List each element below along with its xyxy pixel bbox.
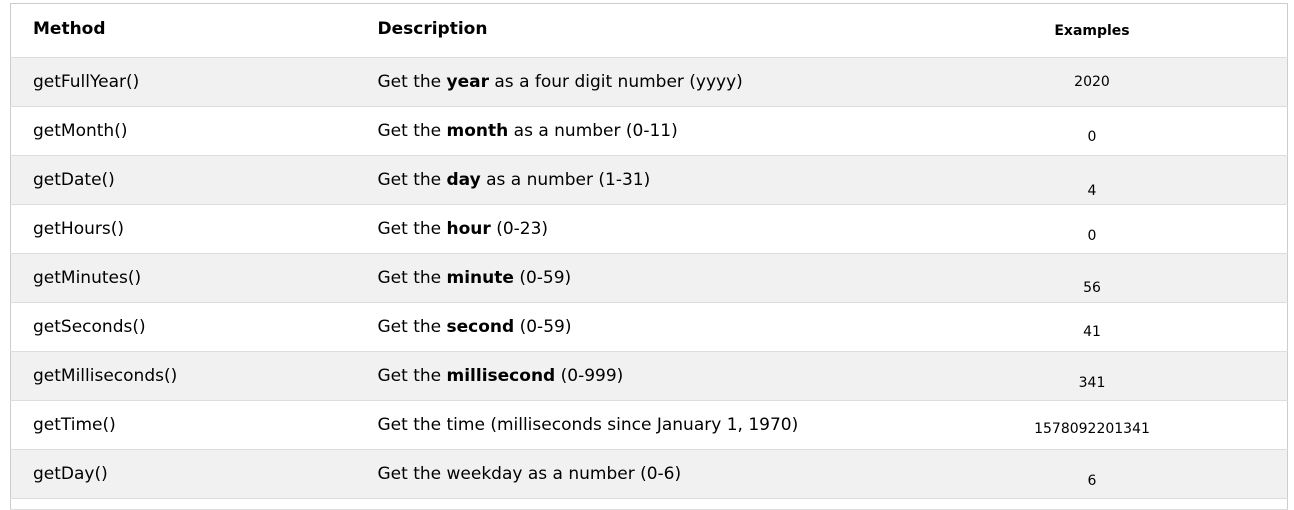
description-cell: Get the year as a four digit number (yyy… [355, 57, 897, 107]
table-row: getSeconds() Get the second (0-59) 41 [10, 302, 1288, 352]
description-text: (0-59) [513, 268, 572, 288]
table-row: getTime() Get the time (milliseconds sin… [10, 400, 1288, 450]
example-value: 0 [1087, 228, 1097, 244]
example-cell: 6 [897, 449, 1288, 499]
description-text: Get the [377, 317, 447, 337]
example-cell: 0 [897, 106, 1288, 156]
example-cell: 341 [897, 351, 1288, 401]
example-value: 41 [1083, 324, 1101, 340]
description-text: Get the [377, 121, 447, 141]
method-cell: getFullYear() [10, 57, 356, 107]
example-value: 6 [1087, 473, 1097, 489]
description-cell: Get the second (0-59) [355, 302, 897, 352]
method-cell: getDate() [10, 155, 356, 205]
method-cell: getMinutes() [10, 253, 356, 303]
description-keyword: second [446, 317, 515, 337]
description-text: Get the [377, 268, 447, 288]
description-cell: Get the hour (0-23) [355, 204, 897, 254]
description-text: Get the [377, 219, 447, 239]
header-examples: Examples [897, 3, 1288, 58]
example-value: 0 [1087, 129, 1097, 145]
example-cell: 2020 [897, 57, 1288, 107]
description-keyword: millisecond [446, 366, 556, 386]
description-text: Get the [377, 170, 447, 190]
description-text: (0-23) [490, 219, 549, 239]
table-row [10, 498, 1288, 510]
table-row: getHours() Get the hour (0-23) 0 [10, 204, 1288, 254]
description-cell: Get the month as a number (0-11) [355, 106, 897, 156]
description-keyword: minute [446, 268, 514, 288]
description-keyword: day [446, 170, 481, 190]
example-cell: 0 [897, 204, 1288, 254]
description-cell: Get the millisecond (0-999) [355, 351, 897, 401]
method-cell: getDay() [10, 449, 356, 499]
table-row: getDate() Get the day as a number (1-31)… [10, 155, 1288, 205]
description-text: (0-999) [555, 366, 624, 386]
table-row: getMonth() Get the month as a number (0-… [10, 106, 1288, 156]
description-text: Get the time (milliseconds since January… [377, 415, 799, 435]
method-cell: getTime() [10, 400, 356, 450]
description-cell: Get the weekday as a number (0-6) [355, 449, 897, 499]
description-text: as a four digit number (yyyy) [488, 72, 743, 92]
table-row: getMinutes() Get the minute (0-59) 56 [10, 253, 1288, 303]
description-text: Get the [377, 366, 447, 386]
method-cell: getMilliseconds() [10, 351, 356, 401]
method-cell: getSeconds() [10, 302, 356, 352]
example-value: 4 [1087, 183, 1097, 199]
header-method: Method [10, 3, 356, 58]
example-value: 341 [1078, 375, 1106, 391]
header-description: Description [355, 3, 897, 58]
table-header-row: Method Description Examples [10, 3, 1288, 58]
description-keyword: hour [446, 219, 491, 239]
example-cell: 4 [897, 155, 1288, 205]
table-row: getDay() Get the weekday as a number (0-… [10, 449, 1288, 499]
description-cell: Get the day as a number (1-31) [355, 155, 897, 205]
description-keyword: month [446, 121, 509, 141]
description-cell: Get the time (milliseconds since January… [355, 400, 897, 450]
description-text: as a number (0-11) [508, 121, 678, 141]
method-cell: getMonth() [10, 106, 356, 156]
description-text: (0-59) [514, 317, 572, 337]
method-cell: getHours() [10, 204, 356, 254]
example-cell: 56 [897, 253, 1288, 303]
example-value: 2020 [1074, 74, 1110, 90]
table-row: getMilliseconds() Get the millisecond (0… [10, 351, 1288, 401]
description-text: as a number (1-31) [480, 170, 651, 190]
description-keyword: year [446, 72, 489, 92]
description-text: Get the [377, 72, 447, 92]
example-value: 1578092201341 [1034, 421, 1150, 437]
description-cell: Get the minute (0-59) [355, 253, 897, 303]
date-methods-table: Method Description Examples getFullYear(… [10, 3, 1288, 510]
example-cell: 41 [897, 302, 1288, 352]
description-text: Get the weekday as a number (0-6) [377, 464, 682, 484]
example-value: 56 [1083, 280, 1101, 296]
table-row: getFullYear() Get the year as a four dig… [10, 57, 1288, 107]
example-cell: 1578092201341 [897, 400, 1288, 450]
